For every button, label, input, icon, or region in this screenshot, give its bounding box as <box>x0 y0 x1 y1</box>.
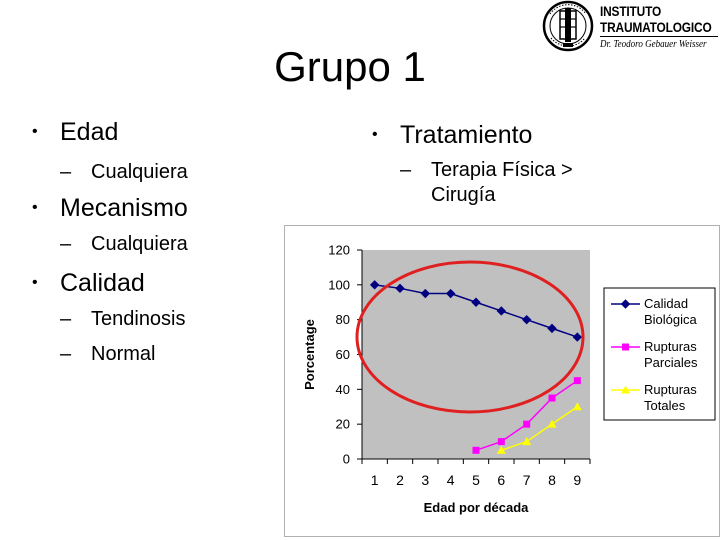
bullet-dot: • <box>32 199 38 216</box>
bullet-edad: • Edad <box>32 117 119 147</box>
y-tick-label: 100 <box>328 277 350 292</box>
x-tick-label: 9 <box>573 472 581 488</box>
bullet-dot: • <box>372 126 378 143</box>
data-point-2 <box>547 419 557 428</box>
data-point-1 <box>472 446 480 454</box>
x-tick-label: 2 <box>396 472 404 488</box>
sub-bullet-cirugia: Cirugía <box>431 183 495 207</box>
sub-bullet-label: Cualquiera <box>91 161 188 183</box>
sub-bullet-mecanismo: – Cualquiera <box>60 232 188 256</box>
data-point-1 <box>523 420 531 428</box>
sub-bullet-dash: – <box>400 159 412 181</box>
x-tick-label: 6 <box>497 472 505 488</box>
sub-bullet-edad: – Cualquiera <box>60 160 188 184</box>
sub-bullet-label: Cirugía <box>431 184 496 206</box>
legend-swatch-marker <box>620 299 631 309</box>
sub-bullet-terapia: – Terapia Física > <box>400 158 573 182</box>
sub-bullet-dash: – <box>60 233 72 255</box>
logo-line-2: TRAUMATOLOGICO <box>600 19 712 35</box>
x-tick-label: 7 <box>523 472 531 488</box>
x-tick-label: 4 <box>447 472 455 488</box>
sub-bullet-label: Normal <box>91 343 156 365</box>
y-tick-label: 20 <box>336 417 350 432</box>
data-point-2 <box>522 437 532 446</box>
bullet-tratamiento: • Tratamiento <box>372 120 533 150</box>
y-tick-label: 0 <box>343 452 350 467</box>
bullet-label: Edad <box>60 118 119 146</box>
sub-bullet-dash: – <box>60 161 72 183</box>
logo-divider <box>600 36 718 37</box>
y-tick-label: 60 <box>336 347 350 362</box>
sub-bullet-label: Cualquiera <box>91 233 188 255</box>
institute-seal-icon <box>542 0 594 52</box>
sub-bullet-normal: – Normal <box>60 342 156 366</box>
data-point-0 <box>369 280 380 290</box>
sub-bullet-dash: – <box>60 343 72 365</box>
y-tick-label: 120 <box>328 243 350 258</box>
data-point-1 <box>497 438 505 446</box>
data-point-0 <box>521 314 532 325</box>
y-tick-label: 80 <box>336 312 350 327</box>
logo-subtitle: Dr. Teodoro Gebauer Weisser <box>600 39 707 50</box>
data-point-1 <box>573 377 581 385</box>
data-point-0 <box>572 332 583 342</box>
legend-label: Calidad <box>644 296 688 311</box>
legend-label: Totales <box>644 398 686 413</box>
sub-bullet-tendinosis: – Tendinosis <box>60 307 186 331</box>
logo-line-1: INSTITUTO <box>600 3 662 19</box>
sub-bullet-dash: – <box>60 308 72 330</box>
data-point-0 <box>547 323 557 334</box>
data-point-0 <box>496 306 507 316</box>
data-point-2 <box>572 402 582 411</box>
bullet-label: Tratamiento <box>400 121 533 149</box>
highlight-ellipse <box>355 260 585 414</box>
legend-swatch-marker <box>622 343 629 351</box>
bullet-mecanismo: • Mecanismo <box>32 193 188 223</box>
legend-label: Parciales <box>644 355 698 370</box>
legend-swatch-marker <box>621 385 630 394</box>
legend-label: Rupturas <box>644 339 697 354</box>
x-tick-label: 3 <box>421 472 429 488</box>
data-point-0 <box>445 288 456 299</box>
data-point-0 <box>420 288 431 299</box>
bullet-label: Mecanismo <box>60 194 188 222</box>
data-point-0 <box>471 297 481 307</box>
sub-bullet-label: Tendinosis <box>91 308 186 330</box>
data-point-1 <box>548 394 556 402</box>
bullet-label: Calidad <box>60 269 145 297</box>
bullet-calidad: • Calidad <box>32 268 145 298</box>
data-point-2 <box>496 445 506 454</box>
legend-box <box>603 287 716 421</box>
x-tick-label: 5 <box>472 472 480 488</box>
y-axis-title: Porcentage <box>302 319 317 390</box>
slide-title: Grupo 1 <box>274 43 426 90</box>
bullet-dot: • <box>32 123 38 140</box>
data-point-0 <box>395 283 405 294</box>
legend-label: Rupturas <box>644 382 697 397</box>
institute-logo: INSTITUTO TRAUMATOLOGICO Dr. Teodoro Geb… <box>542 0 720 56</box>
legend-label: Biológica <box>644 312 698 327</box>
x-axis-title: Edad por década <box>424 500 530 515</box>
y-tick-label: 40 <box>336 382 350 397</box>
x-tick-label: 8 <box>548 472 556 488</box>
series-line-2 <box>501 406 578 452</box>
age-chart: 0 20 40 60 80 100 120 1 2 3 4 5 6 7 8 9 Edad por década P… <box>284 225 720 537</box>
sub-bullet-label: Terapia Física > <box>431 159 573 181</box>
bullet-dot: • <box>32 274 38 291</box>
x-tick-label: 1 <box>371 472 379 488</box>
